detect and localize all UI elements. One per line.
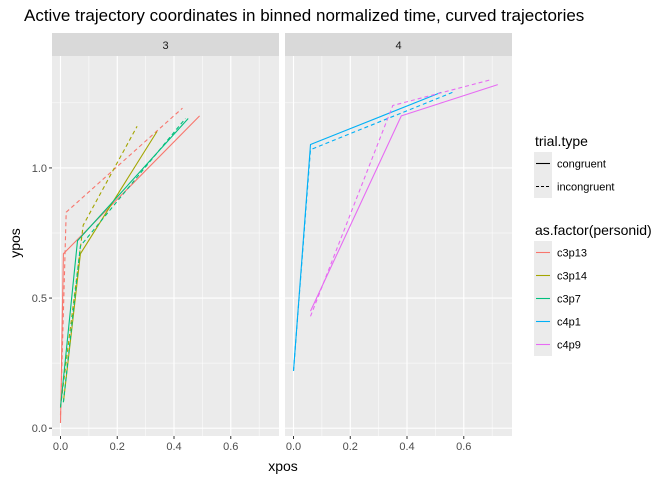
- x-tick-label: 0.6: [223, 441, 238, 453]
- legend: trial.type congruent incongruent as.factor(…: [534, 133, 652, 356]
- legend-color: as.factor(personid) c3p13 c3p14 c3p7 c4p1 c4p…: [534, 222, 652, 356]
- facet-panel-4: 4 0.0 0.2 0.4 0.6: [285, 33, 512, 453]
- x-tick-label: 0.4: [399, 441, 414, 453]
- x-tick-label: 0.4: [166, 441, 181, 453]
- panel-background: [52, 56, 279, 436]
- y-tick-label: 1.0: [32, 163, 47, 175]
- series-line-c3p7-incongruent: [62, 118, 186, 403]
- legend-title: as.factor(personid): [535, 222, 652, 238]
- legend-label: c4p9: [557, 340, 581, 352]
- x-axis-title: xpos: [268, 458, 298, 474]
- series-line-c3p14-incongruent: [59, 126, 138, 408]
- legend-label: congruent: [557, 159, 606, 171]
- plot-area: 3 0.0 0.2 0.4 0.6 0.0 0.5 1.0 4 0.0 0.2 0.4 0.6: [32, 33, 512, 453]
- facet-strip-label: 4: [395, 40, 401, 52]
- facet-strip: [52, 33, 279, 56]
- x-tick-label: 0.0: [286, 441, 301, 453]
- legend-title: trial.type: [535, 133, 588, 149]
- legend-linetype: trial.type congruent incongruent: [534, 133, 615, 198]
- legend-label: c3p14: [557, 271, 587, 283]
- x-tick-label: 0.0: [53, 441, 68, 453]
- series-line-c3p13-incongruent: [59, 107, 183, 416]
- legend-label: c4p1: [557, 317, 581, 329]
- series-line-c4p9-incongruent: [309, 78, 493, 317]
- legend-label: c3p7: [557, 294, 581, 306]
- y-axis-title: ypos: [7, 228, 23, 258]
- panel-background: [285, 56, 512, 436]
- chart-title: Active trajectory coordinates in binned …: [24, 6, 584, 25]
- facet-panel-3: 3 0.0 0.2 0.4 0.6 0.0 0.5 1.0: [32, 33, 279, 453]
- legend-label: incongruent: [557, 182, 615, 194]
- legend-label: c3p13: [557, 248, 587, 260]
- y-tick-label: 0.0: [32, 423, 47, 435]
- series-line-c4p1-congruent: [292, 91, 442, 371]
- x-tick-label: 0.2: [343, 441, 358, 453]
- x-tick-label: 0.6: [456, 441, 471, 453]
- x-tick-label: 0.2: [110, 441, 125, 453]
- series-line-c4p9-congruent: [310, 84, 498, 312]
- facet-strip: [285, 33, 512, 56]
- facet-strip-label: 3: [162, 40, 168, 52]
- y-tick-label: 0.5: [32, 293, 47, 305]
- series-line-c3p13-congruent: [59, 115, 200, 424]
- series-line-c4p1-incongruent: [292, 91, 453, 371]
